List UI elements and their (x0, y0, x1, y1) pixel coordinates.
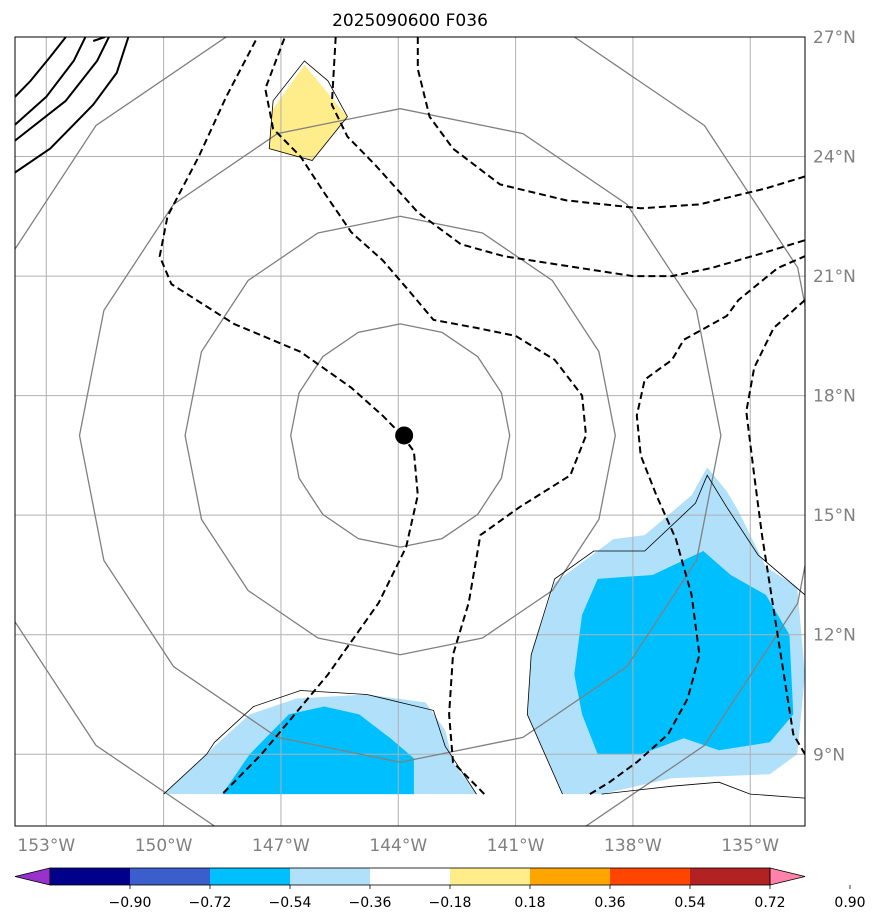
colorbar-tick-labels: −0.90 −0.72 −0.54 −0.36 −0.18 0.18 0.36 0.54 0.7… (109, 885, 866, 911)
y-tick-labels: 9°N 12°N 15°N 18°N 21°N 24°N 27°N (813, 28, 856, 765)
y-tick-label-6: 27°N (813, 28, 856, 48)
colorbar-extend-low (14, 867, 51, 886)
colorbar-swatch-3 (290, 868, 370, 885)
colorbar-swatch-1 (130, 868, 210, 885)
colorbar-tick-label-3: −0.36 (349, 895, 392, 911)
colorbar-tick-label-1: −0.72 (189, 895, 232, 911)
solid-contour-1 (15, 37, 87, 126)
colorbar-tick-label-7: 0.54 (674, 895, 705, 911)
dashed-contour-2 (264, 37, 587, 795)
dashed-contour-1 (158, 37, 403, 437)
dashed-contour-5 (330, 37, 805, 278)
colorbar (14, 867, 806, 886)
thin-contours (163, 60, 805, 799)
colorbar-swatch-7 (610, 868, 690, 885)
solid-contour-2 (15, 37, 110, 142)
solid-contour-3 (15, 37, 130, 174)
colorbar-swatch-4 (370, 868, 450, 885)
y-tick-label-0: 9°N (813, 745, 845, 765)
y-tick-label-5: 24°N (813, 148, 856, 168)
thin-contour-1 (163, 690, 477, 795)
colorbar-tick-label-5: 0.18 (514, 895, 545, 911)
x-tick-labels: 153°W 150°W 147°W 144°W 141°W 138°W 135°W (17, 836, 779, 856)
solid-contour-0 (15, 37, 67, 98)
dashed-contour-3 (589, 255, 805, 795)
y-tick-label-1: 12°N (813, 626, 856, 646)
y-tick-label-4: 21°N (813, 267, 856, 287)
colorbar-tick-label-9: 0.90 (834, 895, 865, 911)
range-ring-2 (78, 108, 722, 763)
dashed-contours (158, 37, 805, 795)
x-tick-label-6: 135°W (721, 836, 779, 856)
y-tick-label-2: 15°N (813, 506, 856, 526)
colorbar-tick-label-2: −0.54 (269, 895, 312, 911)
colorbar-swatch-2 (210, 868, 290, 885)
thin-contour-3 (601, 781, 805, 799)
plot-frame (14, 36, 806, 827)
range-rings (15, 37, 805, 826)
colorbar-tick-label-6: 0.36 (594, 895, 625, 911)
storm-center (395, 426, 414, 445)
x-tick-label-5: 138°W (604, 836, 662, 856)
y-tick-label-3: 18°N (813, 387, 856, 407)
x-tick-label-4: 141°W (487, 836, 545, 856)
colorbar-swatch-0 (50, 868, 130, 885)
colorbar-outline (49, 867, 771, 886)
storm-center-dot (395, 426, 414, 445)
x-tick-label-2: 147°W (252, 836, 310, 856)
colorbar-swatch-8 (690, 868, 770, 885)
thin-contour-0 (268, 60, 348, 161)
thin-contour-2 (526, 474, 805, 795)
chart-title: 2025090600 F036 (332, 11, 488, 31)
x-tick-label-1: 150°W (135, 836, 193, 856)
shaded-region-0 (269, 64, 348, 161)
x-tick-label-3: 144°W (369, 836, 427, 856)
range-ring-1 (184, 215, 616, 656)
colorbar-tick-label-0: −0.90 (109, 895, 152, 911)
range-ring-0 (290, 323, 511, 548)
dashed-contour-4 (745, 299, 805, 755)
colorbar-swatch-5 (450, 868, 530, 885)
solid-contour-4 (92, 37, 106, 42)
dashed-contour-0 (221, 434, 419, 795)
shaded-region-2 (222, 706, 414, 795)
colorbar-tick-label-4: −0.18 (429, 895, 472, 911)
x-tick-label-0: 153°W (17, 836, 75, 856)
range-ring-3 (15, 37, 805, 826)
colorbar-swatch-6 (530, 868, 610, 885)
solid-contours (15, 37, 130, 174)
colorbar-extend-high (769, 867, 806, 886)
colorbar-tick-label-8: 0.72 (754, 895, 785, 911)
dashed-contour-6 (416, 37, 805, 210)
shaded-region-4 (574, 551, 794, 755)
